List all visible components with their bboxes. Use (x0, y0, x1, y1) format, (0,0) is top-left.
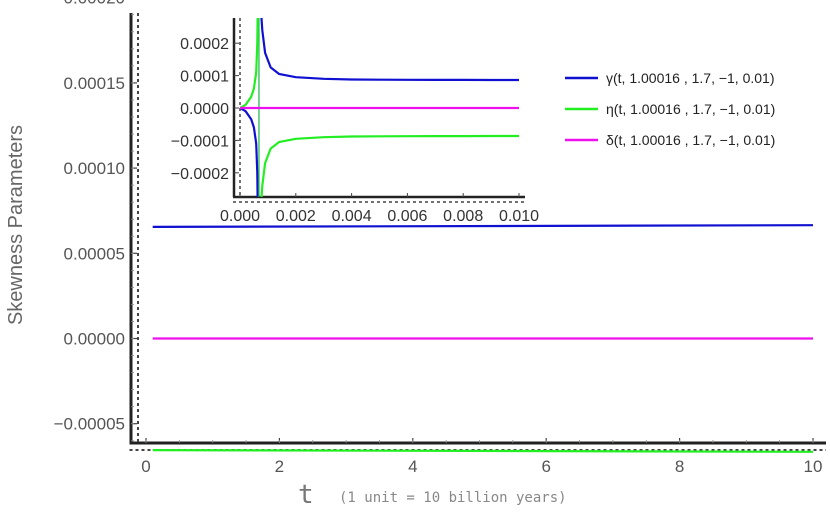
y-tick-label: 0.00015 (64, 74, 125, 93)
inset-x-tick-label: 0.010 (499, 208, 539, 225)
x-tick-label: 0 (141, 457, 150, 476)
series-line-1 (152, 449, 814, 453)
inset-series-line-0-right (260, 18, 519, 82)
x-axis-label: t (298, 480, 314, 510)
legend-label-1: η(t, 1.00016 , 1.7, −1, 0.01) (606, 101, 775, 117)
x-tick-label: 8 (675, 457, 684, 476)
x-tick-label: 10 (804, 457, 823, 476)
y-tick-label: 0.00000 (64, 330, 125, 349)
inset-series-line-0-left (240, 107, 259, 197)
x-axis-note: (1 unit = 10 billion years) (339, 490, 567, 506)
x-tick-label: 6 (541, 457, 550, 476)
inset-x-tick-label: 0.000 (220, 208, 260, 225)
inset-y-tick-label: 0.0002 (180, 36, 229, 53)
inset-series-group (240, 18, 519, 197)
inset-series-line-1-left (240, 18, 259, 109)
x-tick-label: 4 (408, 457, 417, 476)
main-plot: 0.000250.000200.000150.000100.000050.000… (54, 0, 826, 476)
inset-x-tick-label: 0.008 (443, 208, 483, 225)
inset-y-tick-label: 0.0001 (180, 69, 229, 86)
y-tick-label: 0.00005 (64, 244, 125, 263)
inset-y-tick-label: −0.0001 (171, 133, 229, 150)
y-axis-label: Skewness Parameters (5, 125, 27, 325)
y-tick-label: −0.00005 (54, 415, 125, 434)
inset-x-tick-label: 0.002 (276, 208, 316, 225)
inset-y-tick-label: 0.0000 (180, 101, 229, 118)
legend: γ(t, 1.00016 , 1.7, −1, 0.01) η(t, 1.0001… (565, 70, 775, 148)
x-tick-label: 2 (275, 457, 284, 476)
inset-x-tick-label: 0.004 (332, 208, 372, 225)
inset-y-tick-label: −0.0002 (171, 166, 229, 183)
y-tick-label: 0.00010 (64, 159, 125, 178)
legend-label-0: γ(t, 1.00016 , 1.7, −1, 0.01) (606, 70, 775, 86)
inset-x-tick-label: 0.006 (387, 208, 427, 225)
legend-label-2: δ(t, 1.00016 , 1.7, −1, 0.01) (606, 132, 775, 148)
inset-series-line-1-right (260, 134, 519, 197)
inset-plot: 0.0002 0.0001 0.0000 −0.0001 −0.0002 0.000 0.0… (171, 18, 539, 225)
series-line-0 (152, 224, 814, 228)
